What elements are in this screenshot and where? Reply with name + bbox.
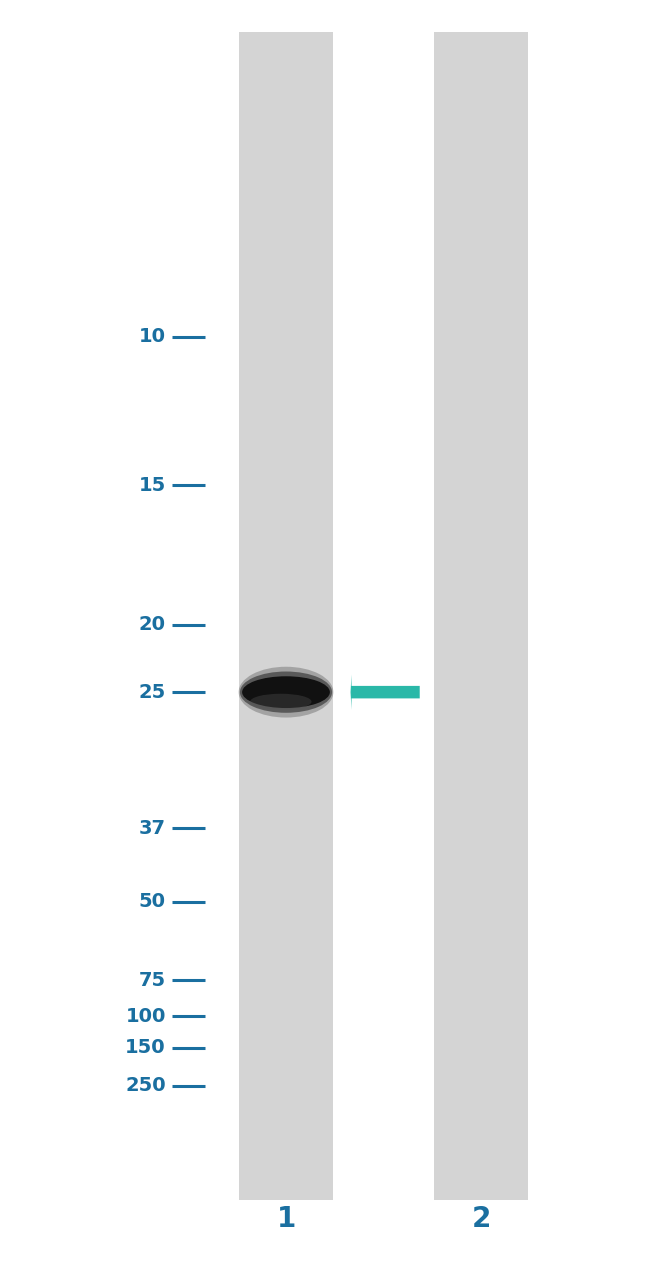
Bar	[239, 32, 333, 1200]
Text: 100: 100	[125, 1007, 166, 1025]
Ellipse shape	[242, 676, 330, 709]
Text: 15: 15	[138, 476, 166, 494]
Ellipse shape	[239, 667, 333, 718]
Text: 1: 1	[276, 1205, 296, 1233]
Text: 150: 150	[125, 1039, 166, 1057]
Text: 25: 25	[138, 683, 166, 701]
Text: 37: 37	[138, 819, 166, 837]
Ellipse shape	[240, 672, 332, 712]
Text: 10: 10	[138, 328, 166, 345]
Text: 2: 2	[471, 1205, 491, 1233]
Bar	[434, 32, 528, 1200]
Text: 75: 75	[138, 972, 166, 989]
Text: 20: 20	[138, 616, 166, 634]
Ellipse shape	[250, 693, 311, 710]
Text: 250: 250	[125, 1077, 166, 1095]
Text: 50: 50	[138, 893, 166, 911]
